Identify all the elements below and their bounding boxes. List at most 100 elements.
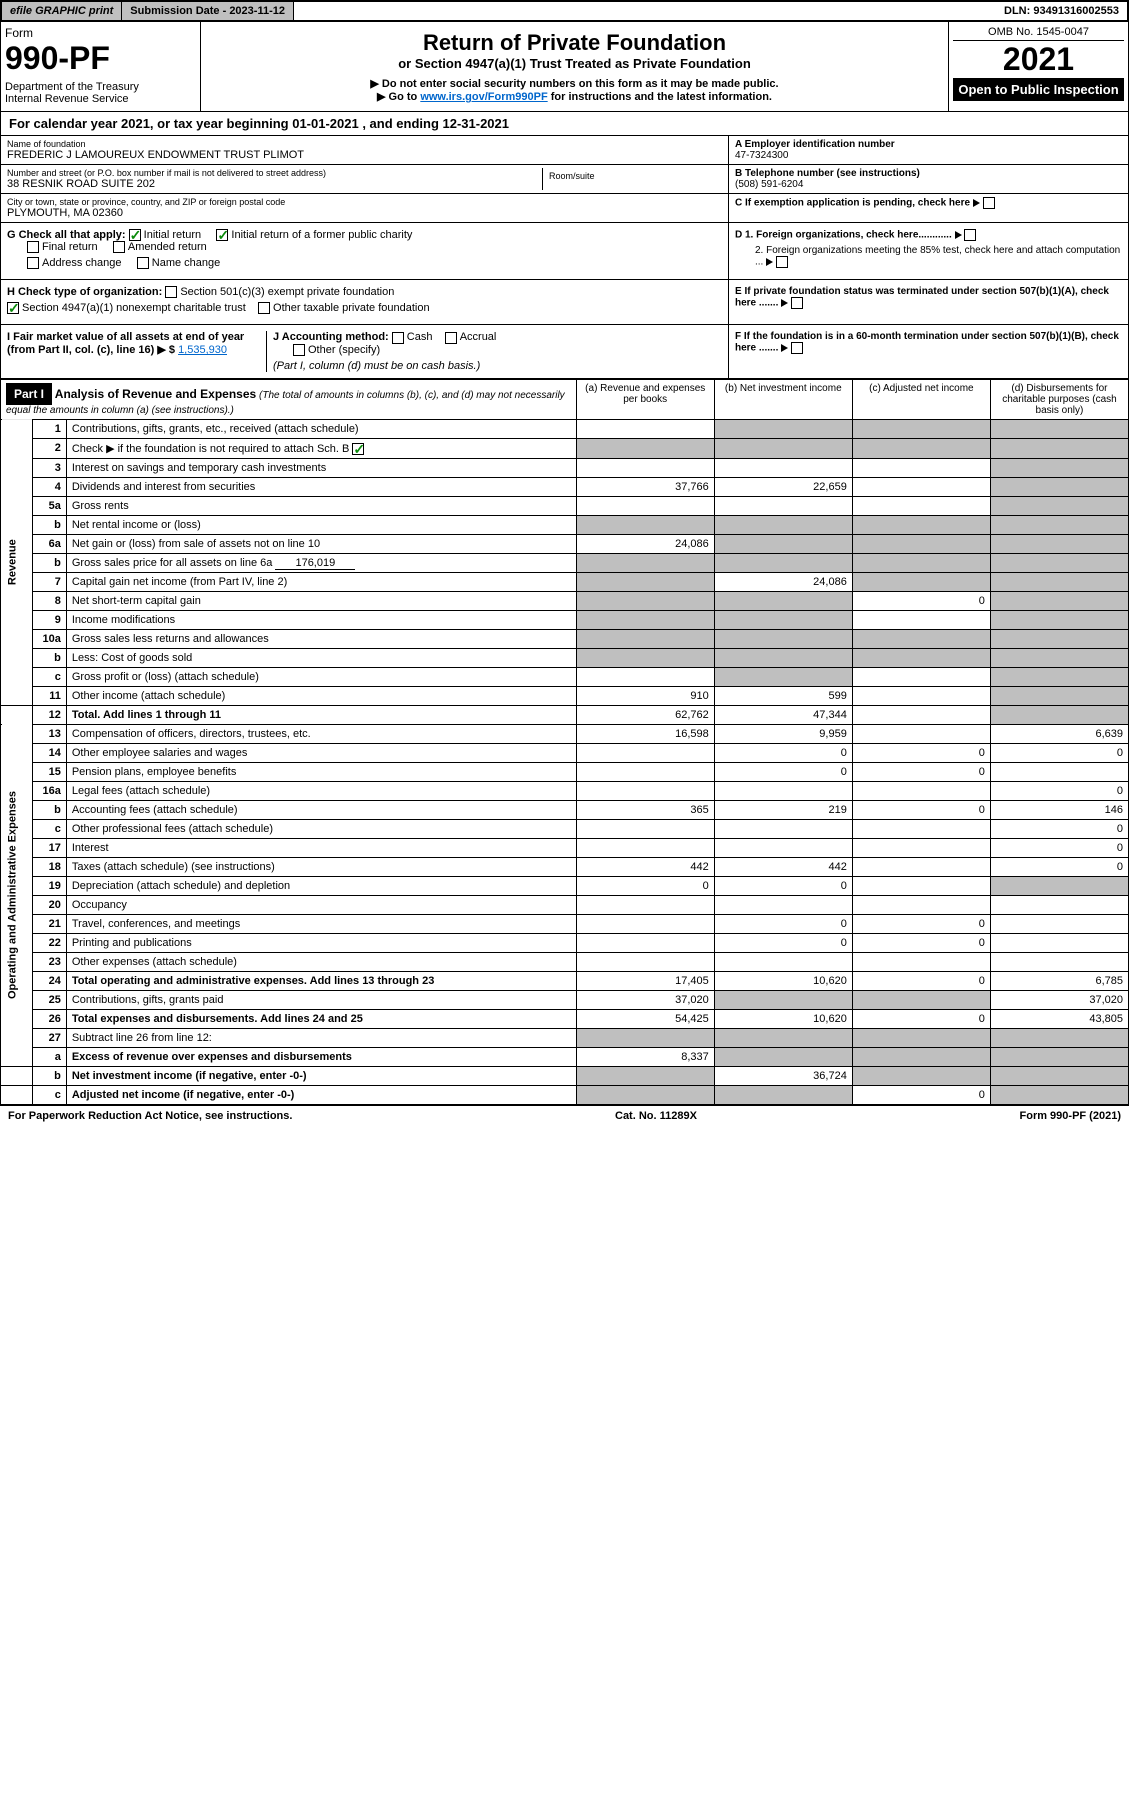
cell-b: 10,620 xyxy=(714,971,852,990)
table-row: bNet rental income or (loss) xyxy=(1,515,1129,534)
row-num: 22 xyxy=(32,933,66,952)
page-footer: For Paperwork Reduction Act Notice, see … xyxy=(0,1105,1129,1126)
cell-a: 910 xyxy=(576,686,714,705)
d2-checkbox[interactable] xyxy=(776,256,788,268)
f-checkbox[interactable] xyxy=(791,342,803,354)
row-label: Gross sales price for all assets on line… xyxy=(66,553,576,572)
accrual-checkbox[interactable] xyxy=(445,332,457,344)
row-num: 17 xyxy=(32,838,66,857)
d1-checkbox[interactable] xyxy=(964,229,976,241)
table-row: 14Other employee salaries and wages000 xyxy=(1,743,1129,762)
row-label: Total expenses and disbursements. Add li… xyxy=(66,1009,576,1028)
s501-checkbox[interactable] xyxy=(165,286,177,298)
accrual-label: Accrual xyxy=(460,331,497,343)
cell-b: 22,659 xyxy=(714,477,852,496)
table-row: 4Dividends and interest from securities3… xyxy=(1,477,1129,496)
cell-a: 16,598 xyxy=(576,724,714,743)
row-label: Net rental income or (loss) xyxy=(66,515,576,534)
cell-d: 0 xyxy=(990,743,1128,762)
cell-b: 0 xyxy=(714,743,852,762)
ij-block: I Fair market value of all assets at end… xyxy=(1,325,728,377)
h-label: H Check type of organization: xyxy=(7,286,162,298)
row-num: 25 xyxy=(32,990,66,1009)
city-label: City or town, state or province, country… xyxy=(7,197,722,207)
fmv-value: 1,535,930 xyxy=(178,344,227,356)
row-label: Compensation of officers, directors, tru… xyxy=(66,724,576,743)
cell-b: 0 xyxy=(714,933,852,952)
name-label: Name of foundation xyxy=(7,139,722,149)
row-num: 10a xyxy=(32,629,66,648)
table-row: bLess: Cost of goods sold xyxy=(1,648,1129,667)
table-row: 16aLegal fees (attach schedule)0 xyxy=(1,781,1129,800)
dln-label: DLN: 93491316002553 xyxy=(996,2,1127,20)
cell-b: 9,959 xyxy=(714,724,852,743)
cell-d: 146 xyxy=(990,800,1128,819)
table-row: 2Check ▶ if the foundation is not requir… xyxy=(1,438,1129,458)
e-checkbox[interactable] xyxy=(791,297,803,309)
s4947-checkbox[interactable] xyxy=(7,302,19,314)
amended-return-checkbox[interactable] xyxy=(113,241,125,253)
name-change-checkbox[interactable] xyxy=(137,257,149,269)
table-row: 5aGross rents xyxy=(1,496,1129,515)
row-num: 6a xyxy=(32,534,66,553)
address-change-checkbox[interactable] xyxy=(27,257,39,269)
cell-a: 365 xyxy=(576,800,714,819)
inline-value: 176,019 xyxy=(275,557,355,570)
row-label: Gross sales less returns and allowances xyxy=(66,629,576,648)
omb-number: OMB No. 1545-0047 xyxy=(953,26,1124,41)
top-bar: efile GRAPHIC print Submission Date - 20… xyxy=(0,0,1129,22)
row-num: 24 xyxy=(32,971,66,990)
foundation-name-row: Name of foundation FREDERIC J LAMOUREUX … xyxy=(1,136,728,165)
row-num: 20 xyxy=(32,895,66,914)
row-num: 21 xyxy=(32,914,66,933)
form-footer-label: Form 990-PF (2021) xyxy=(1020,1110,1121,1122)
cell-a: 54,425 xyxy=(576,1009,714,1028)
row-num: 5a xyxy=(32,496,66,515)
part1-table: Part I Analysis of Revenue and Expenses … xyxy=(0,379,1129,1105)
table-row: 26Total expenses and disbursements. Add … xyxy=(1,1009,1129,1028)
cell-b: 219 xyxy=(714,800,852,819)
open-public-badge: Open to Public Inspection xyxy=(953,78,1124,101)
initial-former-checkbox[interactable] xyxy=(216,229,228,241)
row-label: Taxes (attach schedule) (see instruction… xyxy=(66,857,576,876)
calendar-year-line: For calendar year 2021, or tax year begi… xyxy=(0,112,1129,136)
cell-a: 37,766 xyxy=(576,477,714,496)
table-row: Operating and Administrative Expenses 13… xyxy=(1,724,1129,743)
cell-b: 10,620 xyxy=(714,1009,852,1028)
room-suite-cell: Room/suite xyxy=(542,168,722,190)
efile-print-button[interactable]: efile GRAPHIC print xyxy=(2,2,122,20)
row-label: Dividends and interest from securities xyxy=(66,477,576,496)
name-change-label: Name change xyxy=(152,257,221,269)
schb-checkbox[interactable] xyxy=(352,443,364,455)
irs-link[interactable]: www.irs.gov/Form990PF xyxy=(420,91,547,103)
row-num: 14 xyxy=(32,743,66,762)
d2-label: 2. Foreign organizations meeting the 85%… xyxy=(755,245,1120,268)
row-label: Other income (attach schedule) xyxy=(66,686,576,705)
row-num: 15 xyxy=(32,762,66,781)
table-row: 10aGross sales less returns and allowanc… xyxy=(1,629,1129,648)
col-b-header: (b) Net investment income xyxy=(714,379,852,419)
row-label: Excess of revenue over expenses and disb… xyxy=(66,1047,576,1066)
cash-checkbox[interactable] xyxy=(392,332,404,344)
row-num: b xyxy=(32,515,66,534)
other-method-label: Other (specify) xyxy=(308,344,380,356)
arrow-icon xyxy=(955,231,962,239)
table-row: 27Subtract line 26 from line 12: xyxy=(1,1028,1129,1047)
other-method-checkbox[interactable] xyxy=(293,344,305,356)
row-label: Total operating and administrative expen… xyxy=(66,971,576,990)
cell-a: 24,086 xyxy=(576,534,714,553)
row-label: Subtract line 26 from line 12: xyxy=(66,1028,576,1047)
cell-c: 0 xyxy=(852,971,990,990)
part1-title: Analysis of Revenue and Expenses xyxy=(55,387,256,401)
final-return-checkbox[interactable] xyxy=(27,241,39,253)
cell-a: 8,337 xyxy=(576,1047,714,1066)
part1-badge: Part I xyxy=(6,383,52,405)
f-block: F If the foundation is in a 60-month ter… xyxy=(728,325,1128,377)
other-taxable-checkbox[interactable] xyxy=(258,302,270,314)
c-checkbox[interactable] xyxy=(983,197,995,209)
initial-return-checkbox[interactable] xyxy=(129,229,141,241)
cell-d: 0 xyxy=(990,838,1128,857)
row-label: Net gain or (loss) from sale of assets n… xyxy=(66,534,576,553)
entity-info: Name of foundation FREDERIC J LAMOUREUX … xyxy=(0,136,1129,223)
row-num: 9 xyxy=(32,610,66,629)
